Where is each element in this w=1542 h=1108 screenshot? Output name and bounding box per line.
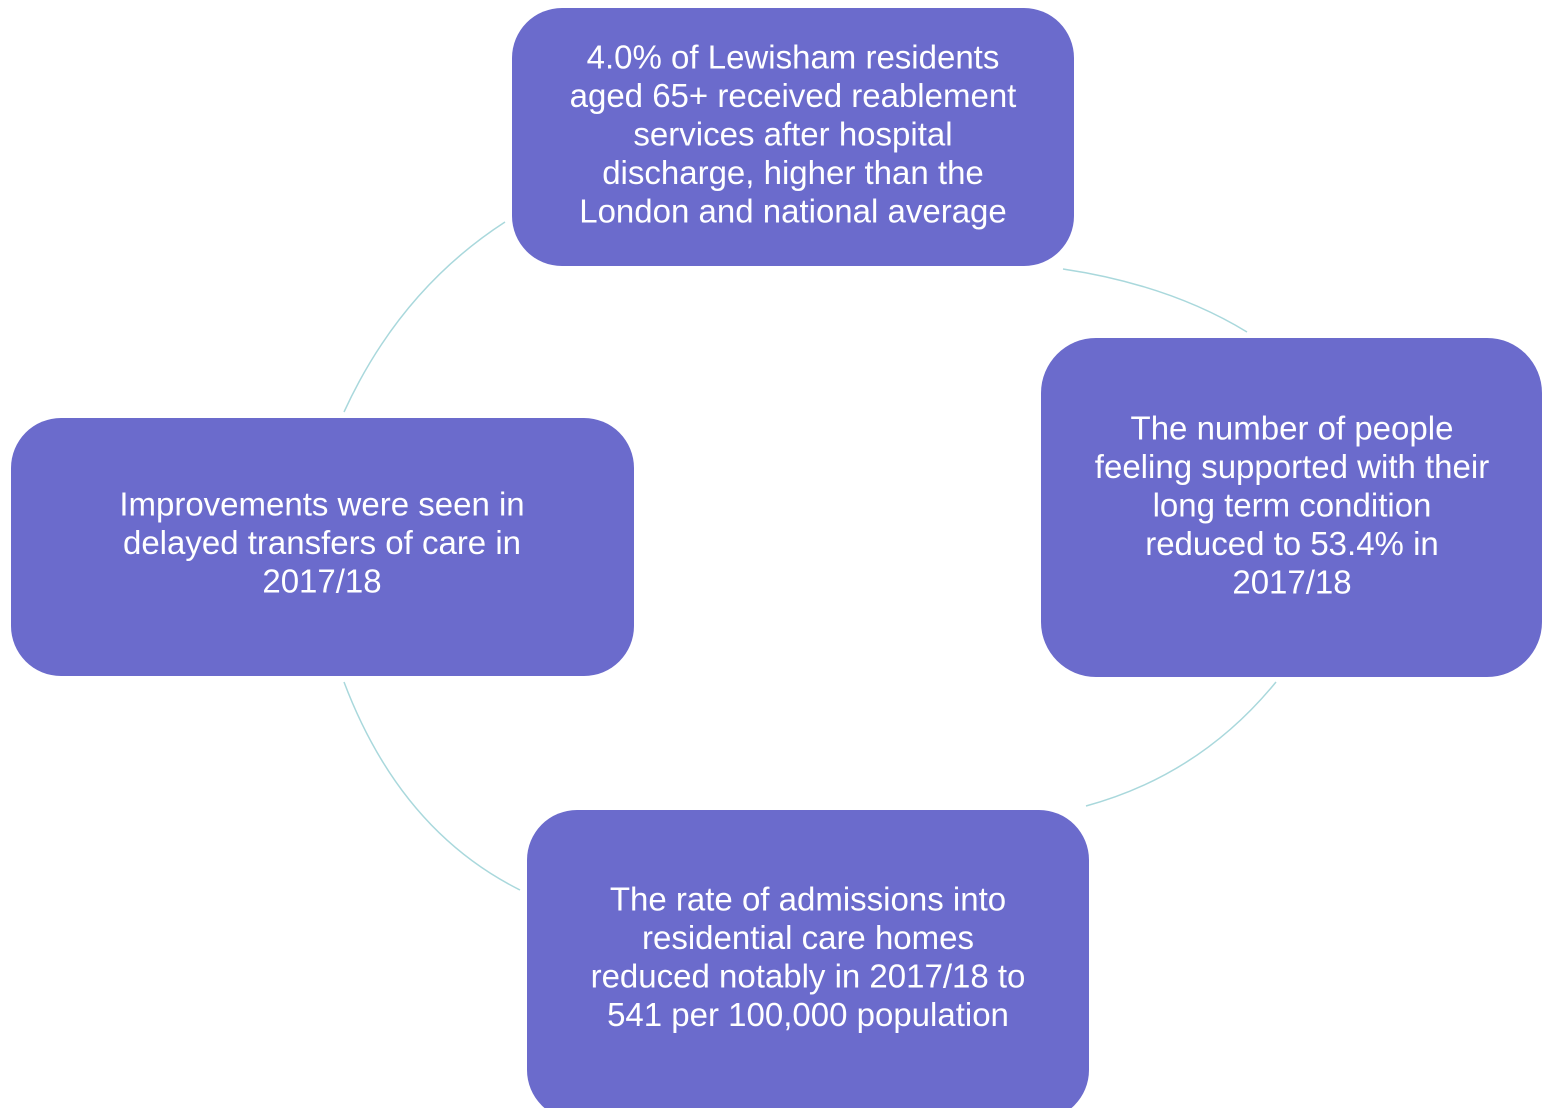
node-box	[527, 810, 1089, 1108]
node-text: feeling supported with their	[1095, 448, 1489, 485]
node-text: residential care homes	[642, 919, 974, 956]
node-box	[512, 8, 1074, 266]
node-text: reduced to 53.4% in	[1145, 525, 1439, 562]
node-text: Improvements were seen in	[119, 486, 524, 523]
node-text: 2017/18	[262, 563, 381, 600]
node-text: services after hospital	[633, 116, 952, 153]
node-text: delayed transfers of care in	[123, 524, 521, 561]
node-text: 4.0% of Lewisham residents	[587, 39, 1000, 76]
node-text: London and national average	[579, 193, 1007, 230]
node-text: 2017/18	[1232, 564, 1351, 601]
node-text: reduced notably in 2017/18 to	[591, 958, 1026, 995]
connector	[1085, 681, 1277, 807]
connector	[343, 681, 521, 891]
connector	[343, 221, 506, 413]
node-text: The number of people	[1131, 410, 1454, 447]
connector	[1062, 268, 1248, 333]
node-text: 541 per 100,000 population	[607, 996, 1009, 1033]
node-text: long term condition	[1153, 487, 1432, 524]
node-box	[1041, 338, 1542, 677]
node-text: aged 65+ received reablement	[570, 77, 1017, 114]
node-text: The rate of admissions into	[610, 881, 1006, 918]
node-text: discharge, higher than the	[602, 154, 984, 191]
node-box	[11, 418, 634, 676]
